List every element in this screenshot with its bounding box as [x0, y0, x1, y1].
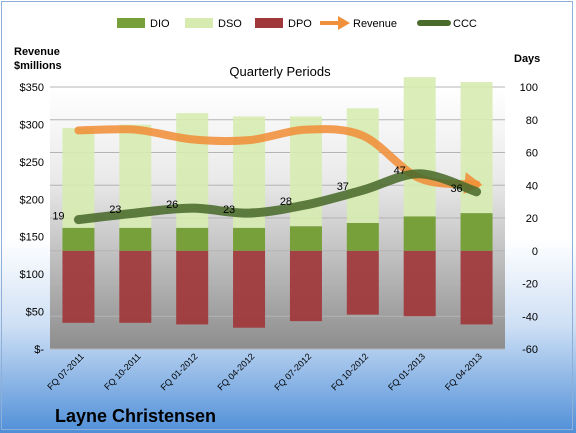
ccc-data-label: 28 — [280, 196, 292, 208]
bars-layer — [62, 77, 493, 328]
legend-swatch-dso — [185, 18, 213, 28]
legend-swatch-dpo — [255, 18, 283, 28]
y-right-tick-label: 80 — [526, 115, 538, 127]
y-left-tick-label: $200 — [20, 194, 44, 206]
bar-dpo — [346, 250, 379, 315]
legend: DIO DSO DPO Revenue CCC — [117, 16, 477, 30]
bar-dso — [62, 127, 95, 228]
x-tick-label: FQ 10-2012 — [329, 351, 370, 392]
bar-dio — [119, 227, 152, 251]
y-left-tick-label: $150 — [20, 232, 44, 244]
x-tick-label: FQ 01-2012 — [159, 351, 200, 392]
bar-dio — [233, 227, 266, 251]
bar-dpo — [460, 250, 493, 325]
y-right-label: Days — [514, 53, 540, 65]
y-right-tick-label: 60 — [526, 148, 538, 160]
lines-layer — [73, 125, 483, 225]
legend-swatch-dio — [117, 18, 145, 28]
y-right-tick-label: 40 — [526, 180, 538, 192]
y-right-tick-label: 0 — [532, 246, 538, 258]
legend-swatch-revenue-arrow — [338, 16, 350, 30]
legend-label-dpo: DPO — [288, 18, 312, 30]
y-left-tick-label: $350 — [20, 82, 44, 94]
bar-dpo — [119, 250, 152, 323]
y-right-tick-label: -40 — [522, 311, 538, 323]
y-left-tick-label: $- — [34, 344, 44, 356]
x-tick-label: FQ 07-2012 — [272, 351, 313, 392]
bar-dio — [62, 227, 95, 251]
y-right-tick-label: -20 — [522, 279, 538, 291]
x-tick-label: FQ 04-2013 — [443, 351, 484, 392]
chart-title: Quarterly Periods — [229, 64, 331, 79]
ccc-data-label: 37 — [337, 181, 349, 193]
bar-dio — [176, 227, 209, 251]
y-right-tick-label: -60 — [522, 344, 538, 356]
bar-dio — [289, 226, 322, 251]
legend-label-dso: DSO — [218, 18, 242, 30]
ccc-data-label: 26 — [166, 199, 178, 211]
y-left-label-line1: Revenue — [14, 46, 60, 58]
ccc-data-label: 23 — [223, 204, 235, 216]
ccc-line — [73, 169, 482, 225]
bar-dpo — [289, 250, 322, 322]
y-left-tick-label: $100 — [20, 269, 44, 281]
legend-label-dio: DIO — [150, 18, 170, 30]
x-tick-label: FQ 04-2012 — [215, 351, 256, 392]
x-tick-label: FQ 10-2011 — [102, 351, 143, 392]
y-left-tick-label: $300 — [20, 119, 44, 131]
bar-dso — [346, 108, 379, 223]
bar-dio — [346, 222, 379, 251]
bar-dpo — [233, 250, 266, 328]
legend-label-ccc: CCC — [453, 18, 477, 30]
x-tick-label: FQ 01-2013 — [386, 351, 427, 392]
bar-dso — [403, 77, 436, 217]
y-left-tick-label: $250 — [20, 157, 44, 169]
bar-dpo — [403, 250, 436, 317]
x-tick-label: FQ 07-2011 — [45, 351, 86, 392]
bar-dpo — [176, 250, 209, 325]
ccc-labels-layer: 19 23 26 23 28 37 47 36 — [52, 165, 462, 223]
y-left-label-line2: $millions — [14, 60, 62, 72]
bar-dpo — [62, 250, 95, 323]
company-name: Layne Christensen — [55, 406, 216, 426]
ccc-data-label: 36 — [450, 183, 462, 195]
bar-dio — [460, 213, 493, 251]
y-right-tick-label: 100 — [520, 82, 538, 94]
ccc-data-label: 47 — [394, 165, 406, 177]
bar-dio — [403, 216, 436, 251]
legend-label-revenue: Revenue — [353, 18, 397, 30]
y-left-tick-label: $50 — [26, 307, 44, 319]
ccc-data-label: 23 — [109, 204, 121, 216]
ccc-data-label: 19 — [52, 211, 64, 223]
y-right-tick-label: 20 — [526, 213, 538, 225]
